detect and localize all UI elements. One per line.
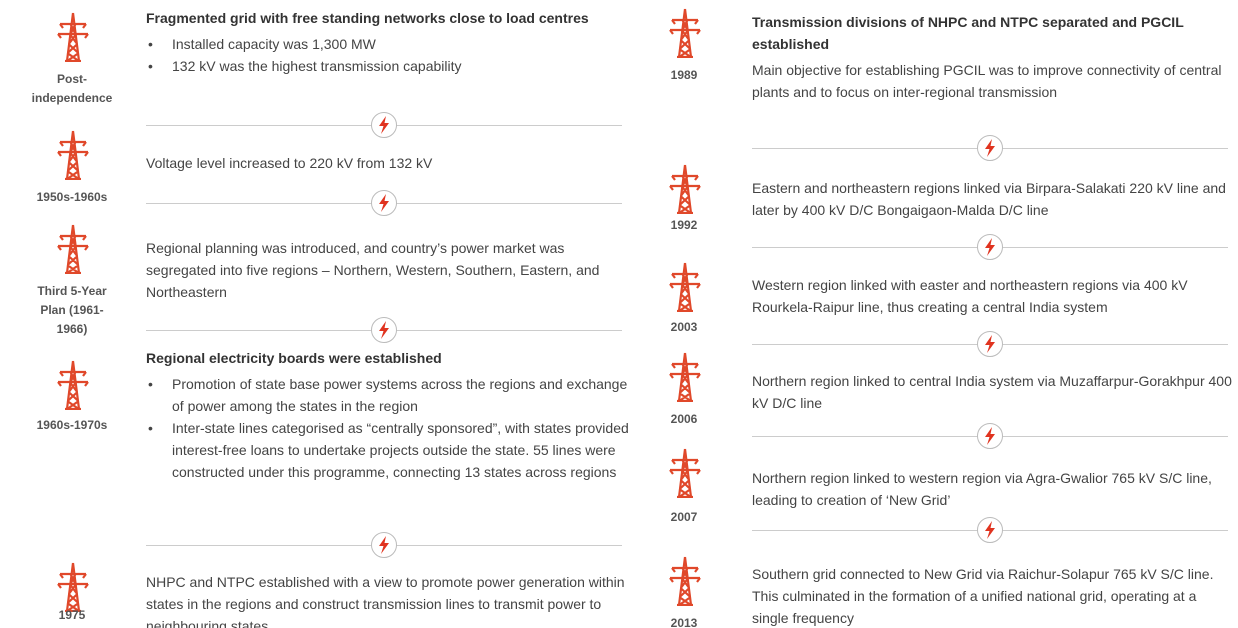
entry-description: Regional planning was introduced, and co… xyxy=(146,240,600,300)
pylon-icon xyxy=(56,360,90,415)
period-label: Third 5-Year Plan (1961-1966) xyxy=(37,284,107,336)
bullet-item: 132 kV was the highest transmission capa… xyxy=(146,55,631,77)
period-label: 1989 xyxy=(670,68,698,82)
bullet-list: Promotion of state base power systems ac… xyxy=(146,373,631,483)
entry-description: Southern grid connected to New Grid via … xyxy=(752,566,1214,626)
entry-description: Voltage level increased to 220 kV from 1… xyxy=(146,155,433,171)
entry-description: NHPC and NTPC established with a view to… xyxy=(146,574,625,628)
bolt-icon xyxy=(370,111,398,139)
entry-text: NHPC and NTPC established with a view to… xyxy=(146,571,631,628)
entry-text: Fragmented grid with free standing netwo… xyxy=(146,7,631,77)
bolt-icon xyxy=(976,330,1004,358)
period-label: 2013 xyxy=(670,616,698,628)
entry-description: Northern region linked to western region… xyxy=(752,470,1212,508)
entry-description: Western region linked with easter and no… xyxy=(752,277,1188,315)
pylon-icon xyxy=(56,12,90,67)
entry-text: Regional electricity boards were establi… xyxy=(146,347,631,483)
entry-text: Northern region linked to western region… xyxy=(752,467,1234,511)
entry-text: Eastern and northeastern regions linked … xyxy=(752,177,1234,221)
bolt-icon xyxy=(976,233,1004,261)
entry-title: Regional electricity boards were establi… xyxy=(146,350,442,366)
bolt-icon xyxy=(976,422,1004,450)
entry-description: Main objective for establishing PGCIL wa… xyxy=(752,62,1222,100)
pylon-icon xyxy=(668,352,702,407)
period-label: 1950s-1960s xyxy=(36,190,108,204)
pylon-icon xyxy=(56,562,90,617)
bolt-icon xyxy=(370,531,398,559)
bolt-icon xyxy=(370,189,398,217)
entry-text: Voltage level increased to 220 kV from 1… xyxy=(146,152,631,174)
period-label: 2007 xyxy=(670,510,698,524)
entry-text: Northern region linked to central India … xyxy=(752,370,1234,414)
bolt-icon xyxy=(976,134,1004,162)
pylon-icon xyxy=(56,224,90,279)
bullet-item: Installed capacity was 1,300 MW xyxy=(146,33,631,55)
bolt-icon xyxy=(976,516,1004,544)
bolt-icon xyxy=(370,316,398,344)
period-label: 2003 xyxy=(670,320,698,334)
period-label: 1960s-1970s xyxy=(36,418,108,432)
bullet-item: Inter-state lines categorised as “centra… xyxy=(146,417,631,483)
entry-text: Western region linked with easter and no… xyxy=(752,274,1234,318)
entry-text: Transmission divisions of NHPC and NTPC … xyxy=(752,11,1234,103)
entry-title: Fragmented grid with free standing netwo… xyxy=(146,10,589,26)
pylon-icon xyxy=(668,262,702,317)
pylon-icon xyxy=(668,164,702,219)
entry-text: Southern grid connected to New Grid via … xyxy=(752,563,1234,628)
period-label: 2006 xyxy=(670,412,698,426)
pylon-icon xyxy=(668,556,702,611)
entry-text: Regional planning was introduced, and co… xyxy=(146,237,631,303)
entry-description: Northern region linked to central India … xyxy=(752,373,1232,411)
bullet-item: Promotion of state base power systems ac… xyxy=(146,373,631,417)
bullet-list: Installed capacity was 1,300 MW132 kV wa… xyxy=(146,33,631,77)
pylon-icon xyxy=(668,448,702,503)
entry-description: Eastern and northeastern regions linked … xyxy=(752,180,1226,218)
entry-title: Transmission divisions of NHPC and NTPC … xyxy=(752,14,1184,52)
period-label: 1975 xyxy=(58,608,86,622)
period-label: 1992 xyxy=(670,218,698,232)
pylon-icon xyxy=(668,8,702,63)
period-label: Post-independence xyxy=(31,72,113,105)
pylon-icon xyxy=(56,130,90,185)
